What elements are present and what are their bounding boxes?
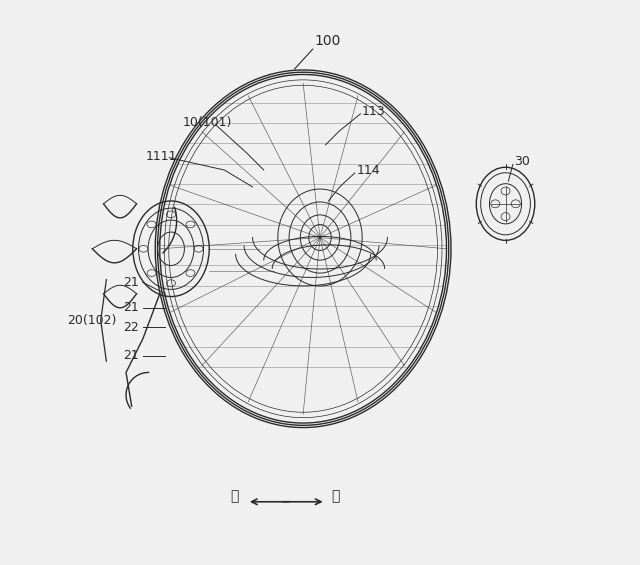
Text: 100: 100 (314, 34, 340, 48)
Text: 前: 前 (332, 489, 340, 503)
Text: 21: 21 (124, 301, 139, 314)
Text: 1111: 1111 (146, 150, 177, 163)
Text: 22: 22 (124, 321, 139, 334)
Text: 後: 後 (230, 489, 239, 503)
Text: 21: 21 (124, 276, 139, 289)
Text: 114: 114 (356, 163, 380, 176)
Text: 113: 113 (362, 105, 386, 118)
Text: 30: 30 (514, 155, 530, 168)
Text: 20(102): 20(102) (67, 314, 116, 327)
Text: 21: 21 (124, 349, 139, 362)
Text: 10(101): 10(101) (182, 116, 232, 129)
